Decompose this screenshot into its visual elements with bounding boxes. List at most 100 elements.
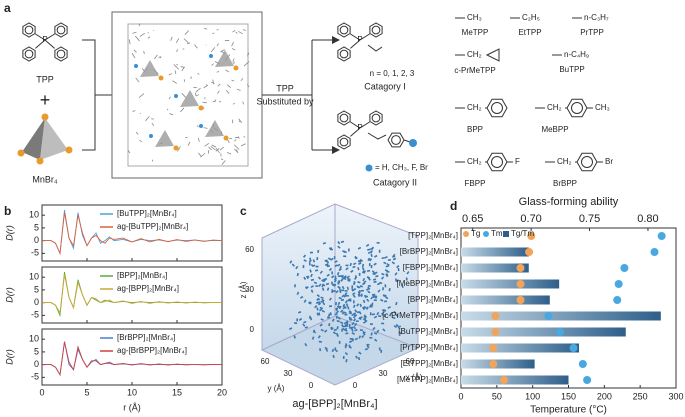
y-tick-label: -5: [31, 248, 39, 258]
molecule-glyph: [324, 259, 328, 262]
molecule-glyph: [393, 325, 398, 329]
molecule-glyph: [362, 330, 366, 334]
crystal-bond: [216, 43, 219, 47]
molecule-glyph: [382, 308, 387, 312]
crystal-bond: [196, 94, 200, 97]
molecule-glyph: [302, 254, 307, 258]
crystal-bond: [194, 44, 198, 49]
molecule-glyph: [327, 313, 331, 317]
crystal-bond: [232, 58, 235, 63]
crystal-bond: [243, 29, 246, 31]
benzene-ring: [337, 22, 351, 38]
crystal-bond: [170, 36, 173, 41]
molecule-glyph: [396, 265, 400, 269]
molecule-glyph: [357, 259, 362, 263]
panel-label: a: [4, 1, 11, 15]
br-atom: [233, 65, 239, 71]
cyclopropane: [485, 48, 500, 62]
molecule-glyph: [355, 355, 359, 359]
y-tick-label: 10: [29, 210, 39, 220]
bond: [359, 33, 370, 41]
molecule-glyph: [351, 328, 354, 332]
mn-tetra: [155, 130, 174, 147]
mn-tetra: [180, 90, 199, 107]
molecule-glyph: [295, 265, 299, 270]
molecule-glyph: [352, 292, 356, 296]
molecule-glyph: [367, 277, 371, 281]
formula: n-C₄H₉: [564, 50, 589, 59]
benzene-ring: [337, 110, 351, 126]
molecule-glyph: [385, 296, 389, 300]
bond: [44, 33, 55, 41]
molecule-glyph: [386, 263, 390, 267]
molecule-glyph: [289, 260, 293, 264]
ratio-bar: [461, 295, 550, 305]
benzene-ring: [54, 46, 68, 62]
crystal-bond: [173, 64, 180, 70]
group-name: BuTPP: [559, 65, 584, 74]
molecule-glyph: [376, 282, 381, 286]
ring-inner: [339, 137, 349, 147]
crystal-bond: [238, 120, 241, 123]
crystal-bond: [211, 63, 214, 66]
molecule-glyph: [361, 263, 365, 268]
crystal-bond: [246, 84, 250, 88]
molecule-glyph: [354, 309, 358, 313]
y-tick-label: 5: [34, 222, 39, 232]
bond: [359, 121, 370, 129]
molecule-glyph: [344, 351, 349, 356]
molecule-glyph: [359, 258, 363, 262]
crystal-bond: [220, 49, 225, 53]
molecule-glyph: [341, 324, 344, 328]
bond: [350, 33, 361, 41]
crystal-bond: [159, 56, 162, 59]
molecule-glyph: [391, 261, 396, 265]
category-label: [BPP]₂[MnBr₄]: [408, 295, 458, 304]
crystal-bond: [217, 90, 220, 94]
crystal-bond: [232, 102, 235, 105]
benzene-ring: [337, 46, 351, 62]
molecule-glyph: [325, 348, 329, 352]
temperature-dot: [500, 376, 508, 384]
z-tick-label: 60: [245, 245, 254, 254]
molecule-glyph: [319, 347, 322, 352]
crystal-box-inner: [127, 23, 249, 167]
arrowheads: [332, 36, 340, 154]
molecule-glyph: [316, 297, 320, 301]
crystal-bond: [151, 159, 154, 162]
molecule-glyph: [352, 287, 357, 291]
molecule-glyph: [317, 335, 321, 339]
formula: CH₂: [557, 157, 572, 166]
crystal-bond: [217, 83, 221, 87]
crystal-bond: [176, 49, 178, 53]
molecule-glyph: [322, 301, 326, 306]
x-axis-label: r (Å): [123, 402, 141, 412]
molecule-glyph: [342, 276, 346, 280]
ratio-bar: [461, 247, 529, 257]
molecule-glyph: [323, 277, 328, 281]
molecule-glyph: [288, 327, 293, 331]
panel-label: c: [240, 204, 247, 218]
molecule-glyph: [357, 281, 361, 284]
molecule-glyph: [337, 241, 341, 245]
molecule-glyph: [386, 273, 389, 277]
br-atom: [198, 105, 204, 111]
molecule-glyph: [337, 245, 341, 249]
x2-tick-label: 0.65: [462, 213, 483, 225]
crystal-bond: [138, 93, 145, 98]
mn-tetra: [205, 120, 224, 137]
molecule-glyph: [343, 294, 347, 298]
ratio-bar: [461, 263, 529, 273]
molecule-glyph: [333, 279, 337, 283]
molecule-glyph: [351, 313, 355, 317]
crystal-bond: [238, 118, 243, 123]
molecule-glyph: [304, 326, 309, 329]
molecule-glyph: [363, 315, 367, 318]
molecule-glyph: [357, 293, 362, 297]
molecule-glyph: [348, 345, 352, 349]
tail-atom: CH₃: [595, 103, 610, 112]
molecule-glyph: [406, 271, 410, 275]
molecule-glyph: [369, 258, 373, 262]
molecule-glyph: [343, 325, 347, 328]
bond: [35, 39, 46, 49]
